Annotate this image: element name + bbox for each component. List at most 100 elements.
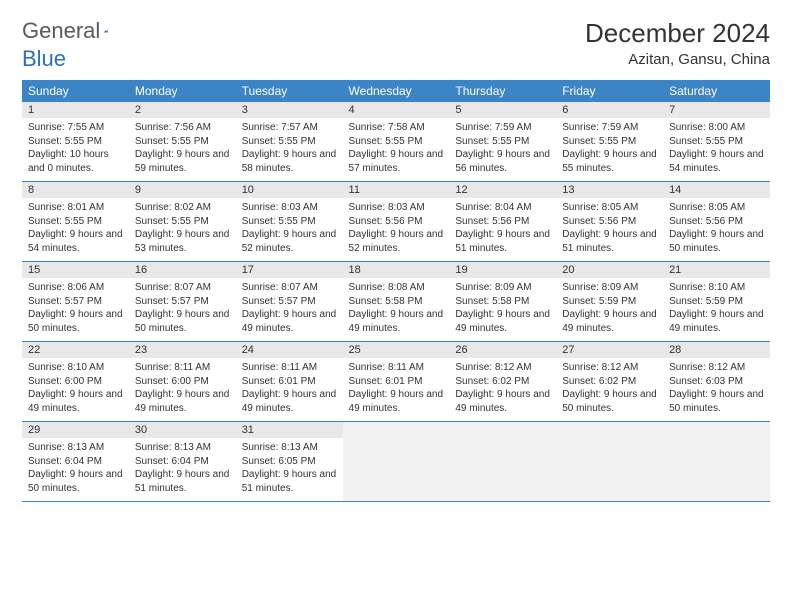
sunset-line: Sunset: 5:57 PM bbox=[28, 295, 123, 309]
calendar-cell: 18Sunrise: 8:08 AMSunset: 5:58 PMDayligh… bbox=[343, 262, 450, 342]
day-body: Sunrise: 8:12 AMSunset: 6:02 PMDaylight:… bbox=[449, 358, 556, 421]
calendar-cell: 8Sunrise: 8:01 AMSunset: 5:55 PMDaylight… bbox=[22, 182, 129, 262]
calendar-row: 1Sunrise: 7:55 AMSunset: 5:55 PMDaylight… bbox=[22, 102, 770, 182]
daylight-line: Daylight: 9 hours and 50 minutes. bbox=[669, 228, 764, 255]
day-body: Sunrise: 8:00 AMSunset: 5:55 PMDaylight:… bbox=[663, 118, 770, 181]
sunrise-line: Sunrise: 8:10 AM bbox=[669, 281, 764, 295]
sunset-line: Sunset: 5:59 PM bbox=[562, 295, 657, 309]
sunrise-line: Sunrise: 8:03 AM bbox=[242, 201, 337, 215]
daylight-line: Daylight: 9 hours and 54 minutes. bbox=[28, 228, 123, 255]
calendar-cell: 20Sunrise: 8:09 AMSunset: 5:59 PMDayligh… bbox=[556, 262, 663, 342]
calendar-cell: 28Sunrise: 8:12 AMSunset: 6:03 PMDayligh… bbox=[663, 342, 770, 422]
month-title: December 2024 bbox=[585, 18, 770, 49]
day-body: Sunrise: 8:09 AMSunset: 5:59 PMDaylight:… bbox=[556, 278, 663, 341]
sunset-line: Sunset: 5:55 PM bbox=[135, 135, 230, 149]
day-body: Sunrise: 8:05 AMSunset: 5:56 PMDaylight:… bbox=[663, 198, 770, 261]
sunrise-line: Sunrise: 8:07 AM bbox=[242, 281, 337, 295]
sunrise-line: Sunrise: 8:05 AM bbox=[562, 201, 657, 215]
sunset-line: Sunset: 6:00 PM bbox=[28, 375, 123, 389]
day-number: 1 bbox=[22, 102, 129, 118]
day-number: 9 bbox=[129, 182, 236, 198]
title-block: December 2024 Azitan, Gansu, China bbox=[585, 18, 770, 68]
day-number: 4 bbox=[343, 102, 450, 118]
calendar-cell: 22Sunrise: 8:10 AMSunset: 6:00 PMDayligh… bbox=[22, 342, 129, 422]
day-number: 18 bbox=[343, 262, 450, 278]
day-body: Sunrise: 7:58 AMSunset: 5:55 PMDaylight:… bbox=[343, 118, 450, 181]
day-body: Sunrise: 8:06 AMSunset: 5:57 PMDaylight:… bbox=[22, 278, 129, 341]
day-number: 11 bbox=[343, 182, 450, 198]
sunrise-line: Sunrise: 8:11 AM bbox=[349, 361, 444, 375]
day-body: Sunrise: 7:55 AMSunset: 5:55 PMDaylight:… bbox=[22, 118, 129, 181]
calendar-cell: 30Sunrise: 8:13 AMSunset: 6:04 PMDayligh… bbox=[129, 422, 236, 502]
calendar-cell: 2Sunrise: 7:56 AMSunset: 5:55 PMDaylight… bbox=[129, 102, 236, 182]
daylight-line: Daylight: 10 hours and 0 minutes. bbox=[28, 148, 123, 175]
calendar-cell: 23Sunrise: 8:11 AMSunset: 6:00 PMDayligh… bbox=[129, 342, 236, 422]
empty-daynum bbox=[449, 422, 556, 438]
sunset-line: Sunset: 5:59 PM bbox=[669, 295, 764, 309]
calendar-cell: 24Sunrise: 8:11 AMSunset: 6:01 PMDayligh… bbox=[236, 342, 343, 422]
daylight-line: Daylight: 9 hours and 49 minutes. bbox=[455, 388, 550, 415]
day-body: Sunrise: 8:13 AMSunset: 6:04 PMDaylight:… bbox=[22, 438, 129, 501]
logo: General bbox=[22, 18, 130, 44]
sunset-line: Sunset: 5:56 PM bbox=[562, 215, 657, 229]
daylight-line: Daylight: 9 hours and 52 minutes. bbox=[242, 228, 337, 255]
empty-daynum bbox=[663, 422, 770, 438]
weekday-header: Monday bbox=[129, 80, 236, 102]
sunset-line: Sunset: 6:01 PM bbox=[349, 375, 444, 389]
logo-triangle-icon bbox=[104, 22, 108, 40]
day-body: Sunrise: 7:59 AMSunset: 5:55 PMDaylight:… bbox=[449, 118, 556, 181]
day-number: 28 bbox=[663, 342, 770, 358]
daylight-line: Daylight: 9 hours and 53 minutes. bbox=[135, 228, 230, 255]
logo-text-blue: Blue bbox=[22, 46, 66, 71]
sunset-line: Sunset: 5:55 PM bbox=[28, 135, 123, 149]
day-number: 26 bbox=[449, 342, 556, 358]
day-body: Sunrise: 8:03 AMSunset: 5:56 PMDaylight:… bbox=[343, 198, 450, 261]
sunset-line: Sunset: 5:55 PM bbox=[455, 135, 550, 149]
day-number: 16 bbox=[129, 262, 236, 278]
header: General December 2024 Azitan, Gansu, Chi… bbox=[22, 18, 770, 68]
calendar-body: 1Sunrise: 7:55 AMSunset: 5:55 PMDaylight… bbox=[22, 102, 770, 502]
sunset-line: Sunset: 6:04 PM bbox=[135, 455, 230, 469]
daylight-line: Daylight: 9 hours and 55 minutes. bbox=[562, 148, 657, 175]
day-number: 31 bbox=[236, 422, 343, 438]
day-body: Sunrise: 8:11 AMSunset: 6:00 PMDaylight:… bbox=[129, 358, 236, 421]
daylight-line: Daylight: 9 hours and 58 minutes. bbox=[242, 148, 337, 175]
calendar-cell: 19Sunrise: 8:09 AMSunset: 5:58 PMDayligh… bbox=[449, 262, 556, 342]
sunset-line: Sunset: 6:02 PM bbox=[455, 375, 550, 389]
sunset-line: Sunset: 6:03 PM bbox=[669, 375, 764, 389]
day-body: Sunrise: 7:56 AMSunset: 5:55 PMDaylight:… bbox=[129, 118, 236, 181]
day-number: 21 bbox=[663, 262, 770, 278]
day-body: Sunrise: 7:59 AMSunset: 5:55 PMDaylight:… bbox=[556, 118, 663, 181]
sunrise-line: Sunrise: 8:11 AM bbox=[242, 361, 337, 375]
calendar-cell: 25Sunrise: 8:11 AMSunset: 6:01 PMDayligh… bbox=[343, 342, 450, 422]
sunset-line: Sunset: 5:55 PM bbox=[28, 215, 123, 229]
sunset-line: Sunset: 5:55 PM bbox=[242, 135, 337, 149]
calendar-cell: 14Sunrise: 8:05 AMSunset: 5:56 PMDayligh… bbox=[663, 182, 770, 262]
sunset-line: Sunset: 5:58 PM bbox=[349, 295, 444, 309]
day-body: Sunrise: 8:04 AMSunset: 5:56 PMDaylight:… bbox=[449, 198, 556, 261]
day-body: Sunrise: 8:08 AMSunset: 5:58 PMDaylight:… bbox=[343, 278, 450, 341]
day-number: 20 bbox=[556, 262, 663, 278]
day-number: 3 bbox=[236, 102, 343, 118]
sunrise-line: Sunrise: 8:12 AM bbox=[455, 361, 550, 375]
calendar-cell: 26Sunrise: 8:12 AMSunset: 6:02 PMDayligh… bbox=[449, 342, 556, 422]
day-number: 17 bbox=[236, 262, 343, 278]
day-body: Sunrise: 8:11 AMSunset: 6:01 PMDaylight:… bbox=[236, 358, 343, 421]
sunrise-line: Sunrise: 8:13 AM bbox=[242, 441, 337, 455]
calendar-cell bbox=[556, 422, 663, 502]
daylight-line: Daylight: 9 hours and 49 minutes. bbox=[669, 308, 764, 335]
sunrise-line: Sunrise: 8:09 AM bbox=[455, 281, 550, 295]
sunset-line: Sunset: 5:55 PM bbox=[349, 135, 444, 149]
daylight-line: Daylight: 9 hours and 49 minutes. bbox=[242, 388, 337, 415]
day-body: Sunrise: 8:13 AMSunset: 6:05 PMDaylight:… bbox=[236, 438, 343, 501]
day-number: 25 bbox=[343, 342, 450, 358]
sunset-line: Sunset: 6:04 PM bbox=[28, 455, 123, 469]
sunset-line: Sunset: 5:55 PM bbox=[242, 215, 337, 229]
sunrise-line: Sunrise: 8:06 AM bbox=[28, 281, 123, 295]
weekday-header: Wednesday bbox=[343, 80, 450, 102]
empty-daynum bbox=[343, 422, 450, 438]
day-number: 13 bbox=[556, 182, 663, 198]
sunrise-line: Sunrise: 8:00 AM bbox=[669, 121, 764, 135]
calendar-cell: 11Sunrise: 8:03 AMSunset: 5:56 PMDayligh… bbox=[343, 182, 450, 262]
day-body: Sunrise: 8:11 AMSunset: 6:01 PMDaylight:… bbox=[343, 358, 450, 421]
